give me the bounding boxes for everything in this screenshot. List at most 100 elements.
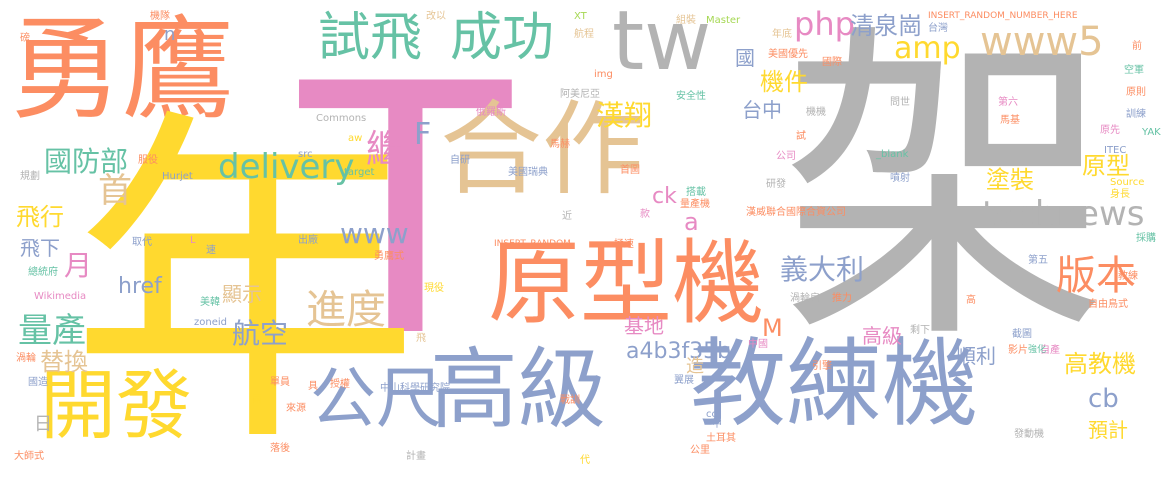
word: 阿美尼亞 bbox=[560, 89, 600, 100]
word: cb bbox=[1088, 384, 1119, 414]
word: 飛下 bbox=[20, 236, 60, 260]
word: 美國優先 bbox=[768, 49, 808, 60]
word: 原型機 bbox=[488, 230, 765, 337]
word: 合作 bbox=[440, 91, 644, 210]
word: 日 bbox=[34, 414, 52, 435]
word: M bbox=[762, 314, 783, 342]
word: aw bbox=[348, 133, 363, 144]
word: 首圖 bbox=[620, 165, 640, 176]
word: YAK bbox=[1142, 127, 1161, 138]
word: 勇鷹 bbox=[10, 5, 234, 135]
word: 速 bbox=[206, 245, 216, 256]
word: XT bbox=[574, 11, 587, 22]
word: 兩 bbox=[252, 395, 262, 406]
word: 戰訓 bbox=[560, 395, 580, 406]
word: 總統府 bbox=[28, 267, 58, 278]
word: 土耳其 bbox=[706, 433, 736, 444]
word: 組裝 bbox=[676, 15, 696, 26]
word: 量產 bbox=[18, 311, 86, 351]
word: 出廠 bbox=[298, 235, 318, 246]
word: 美國瑞典 bbox=[508, 167, 548, 178]
word: 馬赫 bbox=[550, 139, 570, 150]
word: 翼展 bbox=[674, 375, 694, 386]
word: 教練機 bbox=[690, 328, 978, 440]
word: 勇鷹式 bbox=[374, 251, 404, 262]
word: 採購 bbox=[1136, 233, 1156, 244]
word: 台灣 bbox=[928, 23, 948, 34]
word: 試飛 bbox=[318, 8, 423, 68]
word: 機機 bbox=[806, 107, 826, 118]
word: 近 bbox=[562, 211, 572, 222]
word: 顯示 bbox=[222, 282, 262, 306]
word: cc bbox=[706, 409, 717, 420]
word: 推力 bbox=[832, 293, 852, 304]
word: 公司 bbox=[776, 151, 796, 162]
word: 公尺 bbox=[310, 360, 442, 437]
word: 台中 bbox=[742, 98, 782, 122]
word: 航程 bbox=[574, 29, 594, 40]
word: INSERT_RANDOM bbox=[494, 239, 571, 249]
word: _blank bbox=[876, 149, 909, 160]
word: T bbox=[300, 12, 511, 413]
word: 問世 bbox=[890, 97, 910, 108]
word: 安全性 bbox=[676, 91, 706, 102]
word: 基地 bbox=[624, 314, 664, 338]
word: 具 bbox=[308, 381, 318, 392]
word: target bbox=[344, 167, 375, 178]
word: 高教機 bbox=[1064, 350, 1136, 378]
word: 第六 bbox=[998, 97, 1018, 108]
word: 飛行 bbox=[16, 203, 64, 231]
word: 強化 bbox=[1028, 345, 1047, 355]
word: 義大利 bbox=[780, 253, 865, 286]
word: 剩下 bbox=[910, 325, 930, 336]
word: 造 bbox=[686, 356, 704, 377]
word: 單員 bbox=[270, 377, 290, 388]
word: 飛 bbox=[416, 333, 426, 344]
word: amp bbox=[894, 31, 961, 66]
word: 自由鳥式 bbox=[1088, 299, 1128, 310]
word: img bbox=[594, 69, 613, 80]
word: 原型 bbox=[1082, 152, 1130, 180]
word: 美韓 bbox=[200, 297, 220, 308]
word: 取代 bbox=[132, 237, 152, 248]
word: www5 bbox=[980, 19, 1104, 65]
word: 訓練 bbox=[1126, 109, 1146, 120]
word: 發動機 bbox=[1014, 429, 1044, 440]
word: 年底 bbox=[772, 29, 792, 40]
word: php bbox=[794, 5, 855, 43]
word: F bbox=[414, 117, 432, 152]
word: 第五 bbox=[1028, 255, 1048, 266]
word: href bbox=[118, 274, 162, 299]
word: Commons bbox=[316, 113, 367, 124]
word: 前 bbox=[1132, 41, 1142, 52]
word: 自產 bbox=[1040, 345, 1060, 356]
word: 機件 bbox=[760, 68, 808, 96]
word: 俄羅斯 bbox=[476, 107, 506, 118]
word: 高級 bbox=[430, 338, 607, 441]
word: a bbox=[684, 208, 699, 236]
word: 規劃 bbox=[20, 171, 40, 182]
word: 開發 bbox=[40, 361, 192, 450]
word: 國防部 bbox=[44, 145, 129, 178]
word: 替換 bbox=[40, 348, 88, 376]
word: 渦輪扇 bbox=[790, 293, 820, 304]
word: tw bbox=[612, 0, 712, 89]
word: 量產機 bbox=[680, 199, 710, 210]
word: INSERT_RANDOM_NUMBER_HERE bbox=[928, 11, 1078, 21]
word: 渦輪 bbox=[16, 353, 36, 364]
word: 漢威聯合國際合資公司 bbox=[746, 207, 846, 218]
word: Wikimedia bbox=[34, 291, 87, 302]
word: 國造 bbox=[28, 377, 48, 388]
word: 成功 bbox=[450, 8, 555, 68]
word: www bbox=[340, 217, 409, 250]
word: 服役 bbox=[138, 155, 158, 166]
word: ck bbox=[652, 184, 677, 209]
word: 授權 bbox=[330, 379, 350, 390]
word: technews bbox=[982, 194, 1145, 234]
word: Hurjet bbox=[162, 171, 193, 182]
word: 試 bbox=[796, 131, 806, 142]
word: 極速 bbox=[614, 239, 634, 250]
word: 漢翔 bbox=[596, 99, 653, 132]
word: 高級 bbox=[862, 324, 902, 348]
